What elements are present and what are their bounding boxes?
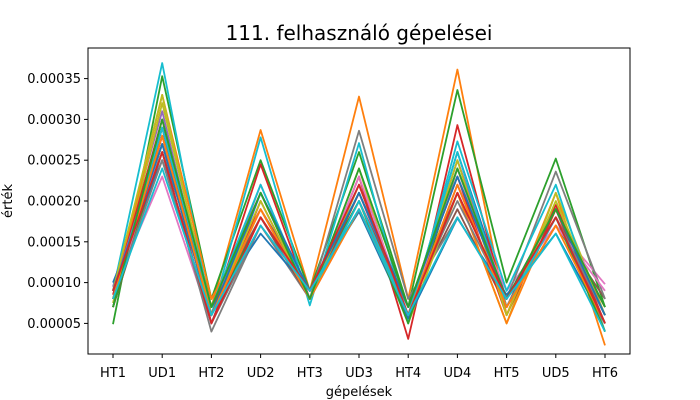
x-tick-label: UD1 <box>148 366 176 381</box>
x-tick-label: HT4 <box>395 366 421 381</box>
x-tick-label: HT5 <box>494 366 520 381</box>
y-tick-label: 0.00035 <box>27 72 81 87</box>
series-line-25 <box>112 167 606 333</box>
series-lines <box>112 62 606 346</box>
y-tick-label: 0.00010 <box>27 276 81 291</box>
x-tick-label: HT1 <box>100 366 126 381</box>
y-tick-label: 0.00025 <box>27 154 81 169</box>
y-axis-label: érték <box>1 184 16 218</box>
series-line-3 <box>112 75 606 325</box>
series-line-23 <box>112 118 606 309</box>
x-axis: HT1 UD1 HT2 UD2 HT3 UD3 HT4 UD4 HT5 UD5 HT6 <box>100 354 618 381</box>
series-line-19 <box>112 94 606 317</box>
y-tick-label: 0.00005 <box>27 317 81 332</box>
x-tick-label: UD5 <box>542 366 570 381</box>
x-tick-label: UD3 <box>345 366 373 381</box>
y-tick-label: 0.00030 <box>27 113 81 128</box>
y-tick-label: 0.00020 <box>27 195 81 210</box>
y-tick-label: 0.00015 <box>27 235 81 250</box>
chart-title: 111. felhasználó gépelései <box>226 21 493 45</box>
y-axis: 0.00005 0.00010 0.00015 0.00020 0.00025 0.000… <box>27 72 88 332</box>
x-axis-label: gépelések <box>326 385 393 400</box>
x-tick-label: UD4 <box>444 366 472 381</box>
x-tick-label: HT2 <box>198 366 224 381</box>
x-tick-label: HT3 <box>297 366 323 381</box>
x-tick-label: UD2 <box>247 366 275 381</box>
x-tick-label: HT6 <box>592 366 618 381</box>
